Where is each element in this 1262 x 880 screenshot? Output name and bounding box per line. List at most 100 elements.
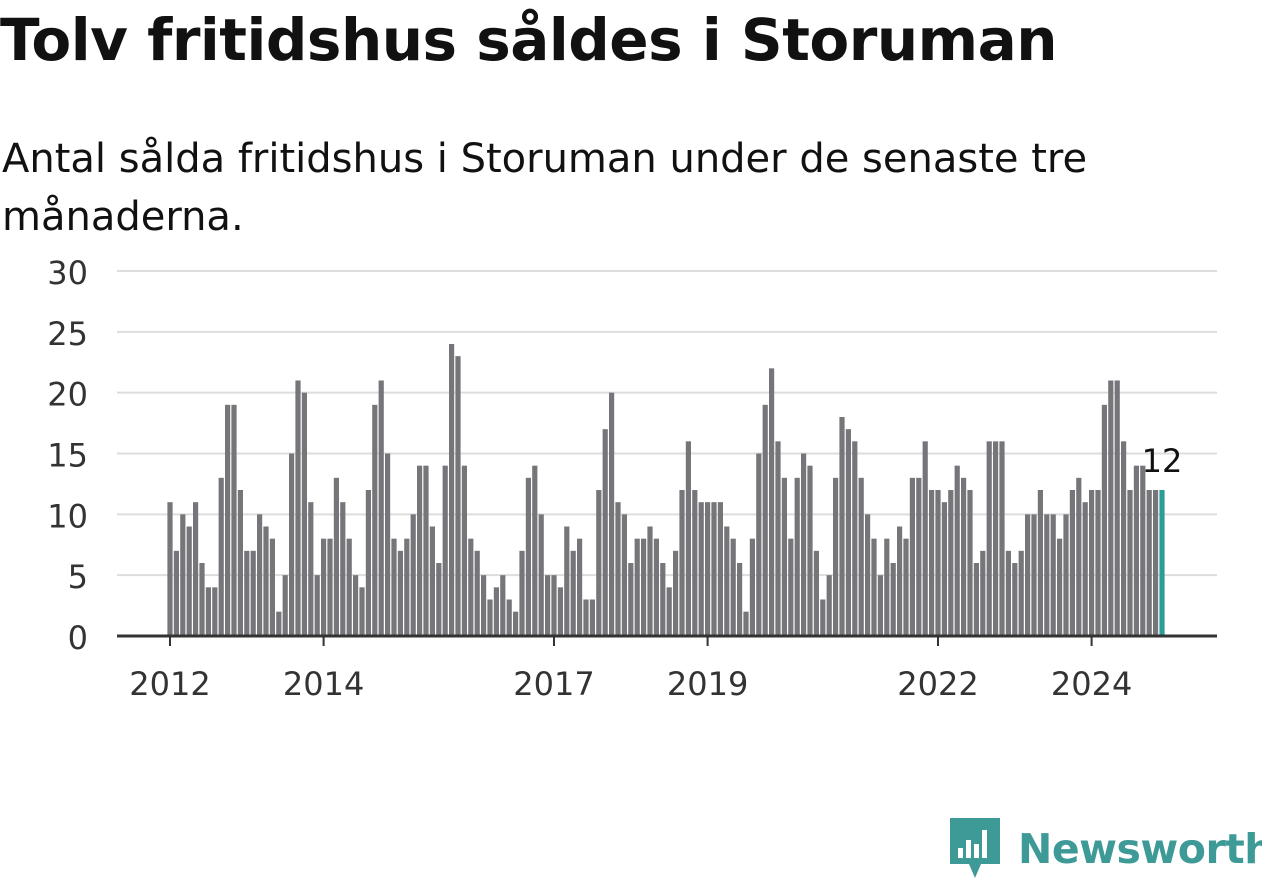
bar	[404, 538, 410, 636]
bar	[788, 538, 794, 636]
bar	[993, 441, 999, 636]
bar	[858, 477, 864, 636]
bar	[685, 441, 691, 636]
bar	[839, 417, 845, 636]
bar	[199, 563, 205, 636]
bar	[474, 550, 480, 636]
bar	[551, 575, 557, 636]
bar	[1031, 514, 1037, 636]
bar	[609, 392, 615, 636]
bar-latest	[1159, 490, 1165, 636]
bar	[468, 538, 474, 636]
bar	[257, 514, 263, 636]
latest-value-label: 12	[1142, 442, 1183, 480]
bar	[391, 538, 397, 636]
bar	[666, 587, 672, 636]
bar	[1146, 490, 1152, 636]
bar	[711, 502, 717, 636]
bar	[577, 538, 583, 636]
chart-subtitle: Antal sålda fritidshus i Storuman under …	[2, 136, 1088, 240]
bar	[967, 490, 973, 636]
bar	[372, 404, 378, 636]
bar	[801, 453, 807, 636]
bar	[1153, 490, 1159, 636]
bar	[455, 356, 461, 636]
bar	[481, 575, 487, 636]
bar	[1089, 490, 1095, 636]
bar	[833, 477, 839, 636]
bar	[167, 502, 173, 636]
bar	[1114, 380, 1120, 636]
newsworthy-logo-icon	[950, 818, 1000, 878]
bar	[487, 599, 493, 636]
y-tick-label: 15	[47, 437, 88, 475]
bar	[922, 441, 928, 636]
y-tick-label: 30	[47, 254, 88, 292]
bar	[557, 587, 563, 636]
bar	[621, 514, 627, 636]
bar	[1012, 563, 1018, 636]
bar	[775, 441, 781, 636]
bar	[506, 599, 512, 636]
y-tick-label: 25	[47, 315, 88, 353]
bar	[794, 477, 800, 636]
x-tick-label: 2024	[1051, 665, 1132, 703]
newsworthy-brand: Newsworthy	[950, 818, 1262, 880]
bar	[679, 490, 685, 636]
bar	[941, 502, 947, 636]
bar	[1140, 465, 1146, 636]
bar	[263, 526, 269, 636]
bar	[276, 611, 282, 636]
bar	[269, 538, 275, 636]
bar	[1063, 514, 1069, 636]
bar	[749, 538, 755, 636]
bar	[538, 514, 544, 636]
bar	[820, 599, 826, 636]
bar	[781, 477, 787, 636]
bar	[954, 465, 960, 636]
bar	[1037, 490, 1043, 636]
bar	[493, 587, 499, 636]
x-tick-label: 2019	[667, 665, 748, 703]
bar	[973, 563, 979, 636]
bar	[244, 550, 250, 636]
bar	[1108, 380, 1114, 636]
bar	[519, 550, 525, 636]
bar	[999, 441, 1005, 636]
bar	[564, 526, 570, 636]
bar	[359, 587, 365, 636]
bar	[513, 611, 519, 636]
bar	[935, 490, 941, 636]
bar	[909, 477, 915, 636]
bar	[602, 429, 608, 636]
bar	[1018, 550, 1024, 636]
bar	[980, 550, 986, 636]
bar	[423, 465, 429, 636]
bar	[877, 575, 883, 636]
bar	[205, 587, 211, 636]
bar	[186, 526, 192, 636]
bar	[1076, 477, 1082, 636]
bar	[1133, 465, 1139, 636]
bar	[948, 490, 954, 636]
bar	[890, 563, 896, 636]
bar	[449, 344, 455, 636]
bar	[532, 465, 538, 636]
bar	[378, 380, 384, 636]
bar	[1082, 502, 1088, 636]
bar	[615, 502, 621, 636]
bar	[180, 514, 186, 636]
bar	[1005, 550, 1011, 636]
bar	[903, 538, 909, 636]
bar	[173, 550, 179, 636]
bar	[218, 477, 224, 636]
bar	[660, 563, 666, 636]
bar	[743, 611, 749, 636]
bar	[282, 575, 288, 636]
bar	[653, 538, 659, 636]
bar	[929, 490, 935, 636]
bar	[884, 538, 890, 636]
bar	[1069, 490, 1075, 636]
bar	[340, 502, 346, 636]
